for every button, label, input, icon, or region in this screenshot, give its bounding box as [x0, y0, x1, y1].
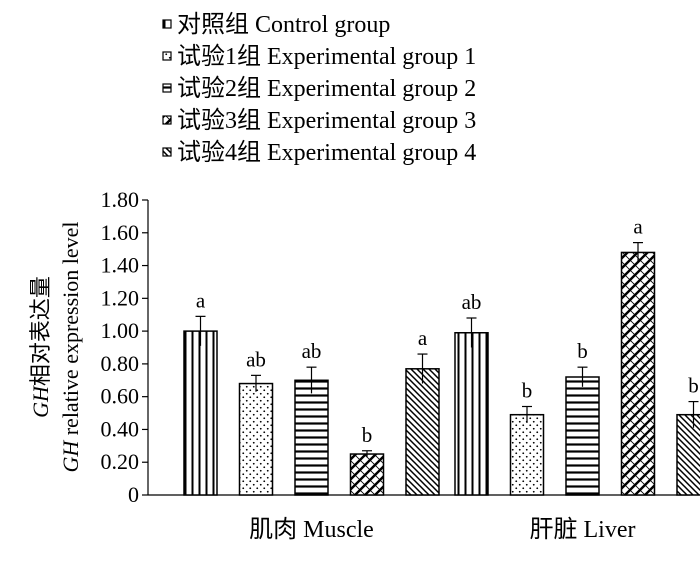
sig-label-2-1: ab: [462, 290, 482, 314]
plot-area: 0 0.20 0.40 0.60 0.80 1.00 1.20 1.40 1.60 1.80 GH相…: [28, 187, 700, 543]
legend-label-4: 试验3组 Experimental group 3: [177, 107, 476, 134]
y-tick-label-7: 1.40: [101, 253, 140, 278]
sig-label-2-4: a: [633, 215, 643, 239]
y-tick-label-5: 1.00: [101, 318, 140, 343]
legend: 对照组 Control group 试验1组 Experimental group…: [162, 11, 476, 166]
y-tick-label-1: 0.20: [101, 449, 140, 474]
legend-label-5: 试验4组 Experimental group 4: [177, 139, 476, 166]
sig-label-1-3: ab: [302, 339, 322, 363]
y-tick-label-9: 1.80: [101, 187, 140, 212]
bar-1-3: [294, 379, 329, 496]
legend-swatch-4: [162, 115, 172, 125]
bar-1-1: [183, 330, 218, 496]
y-tick-label-8: 1.60: [101, 220, 140, 245]
category-label-1: 肌肉 Muscle: [249, 516, 374, 543]
legend-label-3: 试验2组 Experimental group 2: [177, 75, 476, 102]
bar-1-5: [405, 368, 440, 496]
sig-label-1-4: b: [362, 423, 373, 447]
legend-label-1: 对照组 Control group: [177, 11, 390, 38]
legend-swatch-5: [162, 147, 172, 157]
sig-label-2-3: b: [577, 339, 588, 363]
legend-label-2: 试验1组 Experimental group 1: [177, 43, 476, 70]
category-label-2: 肝脏 Liver: [530, 516, 636, 543]
sig-label-2-5: b: [688, 374, 699, 398]
y-tick-label-0: 0: [128, 482, 139, 507]
legend-swatch-1: [162, 19, 172, 29]
y-axis-label-line2: GH relative expression level: [58, 221, 83, 472]
bar-2-4: [620, 251, 656, 496]
y-tick-label-3: 0.60: [101, 384, 140, 409]
sig-label-1-5: a: [418, 326, 428, 350]
sig-label-1-2: ab: [246, 347, 266, 371]
legend-swatch-3: [162, 83, 172, 93]
y-tick-label-2: 0.40: [101, 416, 140, 441]
y-tick-label-4: 0.80: [101, 351, 140, 376]
bar-2-1: [454, 332, 489, 496]
bar-2-5: [676, 413, 700, 496]
bar-2-3: [565, 376, 600, 496]
legend-swatch-2: [162, 51, 172, 61]
y-tick-label-6: 1.20: [101, 285, 140, 310]
y-axis-label-line1: GH相对表达量: [28, 276, 53, 418]
bar-2-2: [509, 413, 545, 496]
bar-1-4: [349, 453, 385, 496]
sig-label-2-2: b: [522, 379, 533, 403]
sig-label-1-1: a: [196, 288, 206, 312]
bar-1-2: [238, 382, 274, 496]
